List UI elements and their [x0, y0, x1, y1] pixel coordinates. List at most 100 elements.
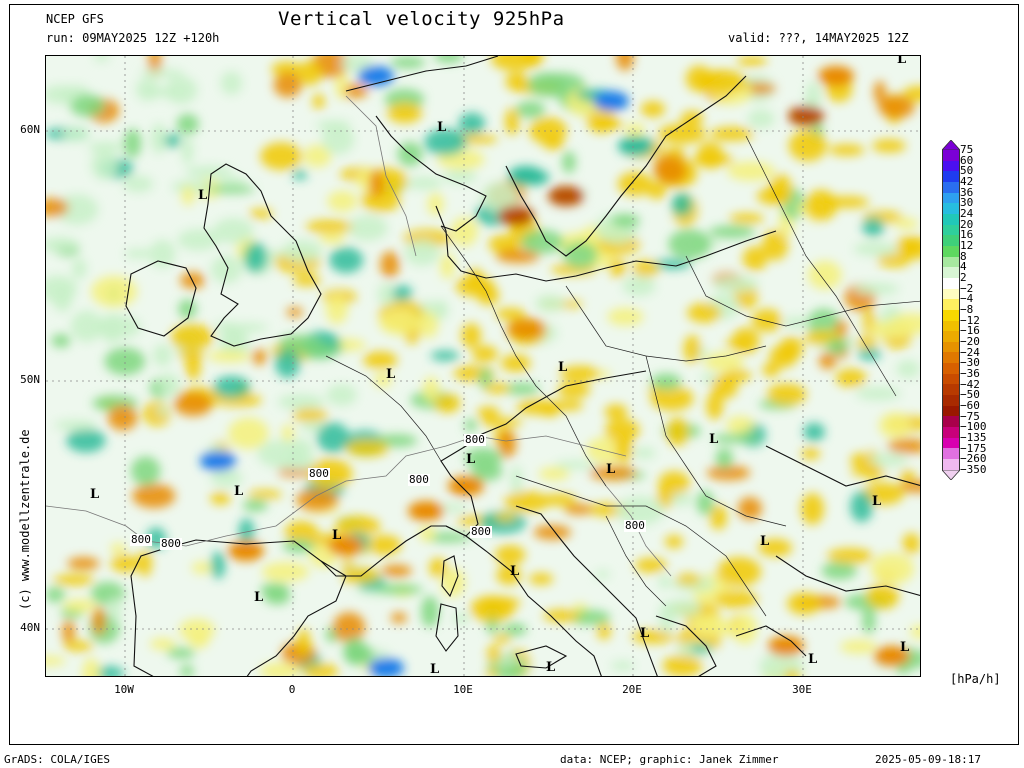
- velocity-blob: [277, 393, 325, 410]
- velocity-blob: [303, 144, 332, 168]
- velocity-blob: [138, 550, 152, 577]
- velocity-blob: [273, 72, 302, 98]
- velocity-blob: [726, 416, 755, 434]
- velocity-blob: [329, 247, 364, 273]
- colorbar-swatch: [942, 427, 960, 438]
- velocity-blob: [762, 362, 780, 377]
- colorbar-tick-label: −2: [960, 281, 974, 295]
- velocity-blob: [607, 307, 644, 326]
- velocity-blob: [696, 490, 714, 515]
- velocity-blob: [658, 601, 675, 634]
- velocity-blob: [152, 344, 172, 367]
- colorbar-swatch: [942, 384, 960, 396]
- velocity-core: [328, 536, 364, 556]
- colorbar-top-arrow: [942, 140, 960, 150]
- page-title: Vertical velocity 925hPa: [278, 8, 565, 30]
- colorbar-tick-label: 8: [960, 249, 967, 263]
- velocity-core: [508, 166, 544, 186]
- velocity-blob: [110, 542, 126, 555]
- velocity-core: [408, 501, 444, 521]
- velocity-blob: [286, 307, 303, 318]
- velocity-blob: [658, 575, 671, 590]
- velocity-blob: [173, 392, 213, 417]
- velocity-blob: [490, 56, 537, 71]
- map-panel[interactable]: 800 800 800 800 800 800 800 L L L L L L …: [45, 55, 921, 677]
- colorbar-swatch: [942, 448, 960, 460]
- velocity-core: [874, 646, 910, 666]
- vertical-velocity-field: [46, 56, 920, 676]
- velocity-blob: [181, 136, 194, 165]
- velocity-blob: [506, 318, 546, 340]
- velocity-blob: [467, 268, 484, 289]
- velocity-blob: [758, 538, 793, 557]
- velocity-blob: [315, 120, 351, 130]
- velocity-blob: [862, 607, 876, 634]
- velocity-blob: [495, 545, 526, 565]
- low-pressure-marker: L: [386, 367, 396, 382]
- velocity-core: [618, 136, 654, 156]
- colorbar-tick-label: −36: [960, 367, 980, 380]
- velocity-blob: [51, 334, 71, 348]
- velocity-blob: [541, 493, 577, 507]
- velocity-blob: [708, 225, 756, 239]
- velocity-blob: [710, 126, 754, 141]
- low-pressure-marker: L: [606, 462, 616, 477]
- colorbar-swatch: [942, 341, 960, 353]
- velocity-blob: [281, 239, 323, 262]
- velocity-blob: [46, 587, 66, 603]
- velocity-blob: [650, 373, 682, 390]
- velocity-blob: [538, 467, 570, 481]
- colorbar-tick-label: −60: [960, 399, 980, 412]
- velocity-blob: [615, 435, 633, 464]
- velocity-blob: [742, 246, 768, 271]
- colorbar-tick-label: −42: [960, 377, 980, 391]
- colorbar-swatch: [942, 150, 960, 161]
- velocity-blob: [139, 68, 185, 78]
- velocity-blob: [107, 404, 138, 431]
- velocity-blob: [54, 419, 97, 431]
- velocity-blob: [179, 618, 215, 642]
- velocity-blob: [316, 422, 350, 453]
- velocity-blob: [259, 662, 301, 676]
- colorbar-swatch: [942, 256, 960, 268]
- velocity-blob: [902, 236, 920, 260]
- velocity-blob: [736, 56, 768, 67]
- contour-label-800: 800: [130, 533, 152, 546]
- velocity-blob: [723, 369, 752, 382]
- velocity-blob: [243, 242, 268, 273]
- colorbar-tick-label: −75: [960, 409, 980, 423]
- colorbar-swatch: [942, 192, 960, 204]
- velocity-blob: [335, 68, 348, 100]
- velocity-blob: [63, 640, 93, 652]
- velocity-blob: [633, 447, 656, 459]
- velocity-blob: [504, 491, 550, 513]
- velocity-blob: [392, 285, 413, 302]
- colorbar-swatch: [942, 405, 960, 417]
- low-pressure-marker: L: [198, 188, 208, 203]
- colorbar-swatch: [942, 352, 960, 364]
- velocity-blob: [808, 260, 842, 290]
- velocity-blob: [486, 645, 501, 664]
- velocity-blob: [291, 170, 308, 180]
- velocity-blob: [326, 384, 357, 406]
- velocity-blob: [668, 229, 712, 260]
- velocity-blob: [123, 175, 154, 193]
- colorbar-swatch: [942, 160, 960, 172]
- coastlines: [125, 56, 920, 676]
- velocity-blob: [527, 72, 567, 97]
- colorbar-swatch: [942, 373, 960, 385]
- velocity-blob: [691, 611, 722, 633]
- velocity-blob: [540, 404, 560, 417]
- velocity-blob: [801, 447, 821, 460]
- velocity-blob: [496, 248, 540, 264]
- velocity-blob: [249, 208, 273, 219]
- velocity-blob: [210, 255, 243, 284]
- velocity-blob: [94, 56, 110, 62]
- colorbar-swatch: [942, 203, 960, 214]
- colorbar-swatch: [942, 416, 960, 428]
- velocity-blob: [430, 350, 460, 361]
- velocity-blob: [293, 274, 321, 287]
- velocity-blob: [213, 376, 250, 399]
- velocity-blob: [877, 252, 911, 268]
- velocity-blob: [191, 561, 212, 574]
